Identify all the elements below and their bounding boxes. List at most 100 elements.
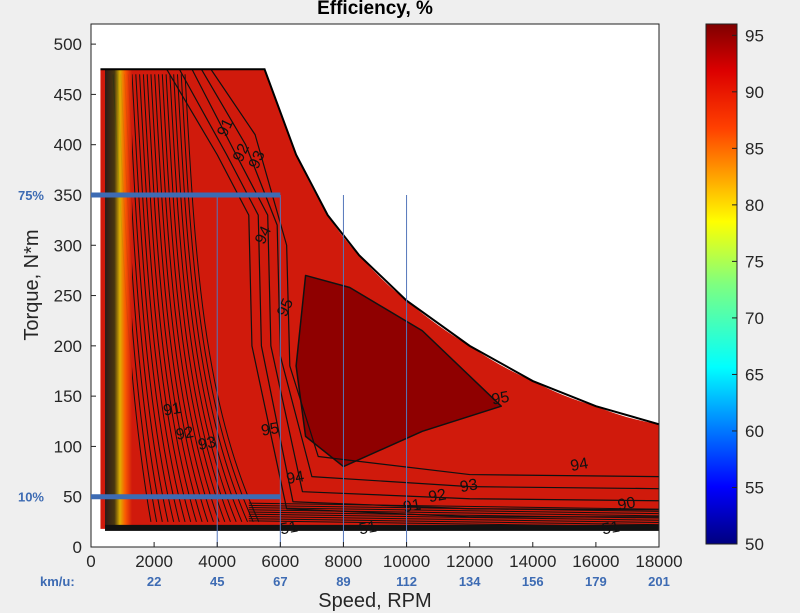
contour-label: 92 bbox=[427, 486, 448, 506]
contour-label: 94 bbox=[252, 224, 275, 247]
contour-line bbox=[150, 74, 209, 523]
contour-line bbox=[180, 74, 254, 523]
contour-label: 90 bbox=[616, 494, 637, 514]
colorbar-tick-label: 80 bbox=[745, 196, 764, 215]
x-axis-ticks: 0 2000 4000 6000 8000 10000 12000 14000 16000 180… bbox=[86, 542, 683, 571]
contour-line bbox=[139, 74, 192, 522]
kmh-value: 89 bbox=[336, 574, 350, 589]
y-tick-label: 200 bbox=[54, 337, 82, 356]
kmh-value: 67 bbox=[273, 574, 287, 589]
contour-line bbox=[173, 74, 243, 523]
contour-label: 92 bbox=[230, 141, 253, 164]
colorbar bbox=[705, 23, 738, 545]
colorbar-tick-label: 95 bbox=[745, 26, 764, 45]
colorbar-tick-label: 75 bbox=[745, 252, 764, 271]
contour-line bbox=[248, 507, 659, 515]
contour-line bbox=[161, 74, 226, 523]
y-tick-label: 250 bbox=[54, 287, 82, 306]
contour-line bbox=[138, 68, 659, 478]
plot-frame bbox=[90, 23, 660, 548]
x-axis-title: Speed, RPM bbox=[318, 590, 431, 612]
y-tick-label: 0 bbox=[73, 538, 82, 557]
x-tick-label: 8000 bbox=[325, 552, 363, 571]
low-speed-edge-band bbox=[105, 69, 133, 529]
y-tick-label: 300 bbox=[54, 236, 82, 255]
colorbar-tick-label: 85 bbox=[745, 139, 764, 158]
y-tick-label: 450 bbox=[54, 85, 82, 104]
colorbar-tick-label: 70 bbox=[745, 309, 764, 328]
low-torque-edge-band bbox=[105, 524, 659, 531]
y-tick-label: 500 bbox=[54, 35, 82, 54]
x-tick-label: 0 bbox=[86, 552, 95, 571]
x-tick-label: 12000 bbox=[446, 552, 493, 571]
contour-line bbox=[248, 504, 659, 512]
contour-line bbox=[176, 74, 248, 523]
y-tick-label: 400 bbox=[54, 136, 82, 155]
colorbar-ticks: 50 55 60 65 70 75 80 85 90 95 bbox=[732, 26, 764, 554]
contour-label: 51 bbox=[601, 519, 622, 539]
contour-label: 94 bbox=[569, 455, 590, 475]
kmh-prefix: km/u: bbox=[40, 574, 75, 589]
colorbar-tick-label: 90 bbox=[745, 83, 764, 102]
x-tick-label: 18000 bbox=[635, 552, 682, 571]
x-tick-label: 4000 bbox=[198, 552, 236, 571]
x-tick-label: 2000 bbox=[135, 552, 173, 571]
max-torque-curve bbox=[100, 68, 659, 426]
kmh-value: 134 bbox=[459, 574, 481, 589]
contour-line bbox=[248, 509, 659, 517]
x-tick-label: 6000 bbox=[261, 552, 299, 571]
contour-line bbox=[154, 74, 214, 523]
colorbar-tick-label: 55 bbox=[745, 478, 764, 497]
kmh-value: 179 bbox=[585, 574, 607, 589]
contour-line bbox=[146, 74, 203, 523]
contour-label: 91 bbox=[402, 496, 423, 516]
contour-line bbox=[114, 68, 659, 518]
contour-label: 95 bbox=[260, 420, 281, 440]
y-axis-ticks: 0 50 100 150 200 250 300 350 400 450 500 bbox=[54, 35, 96, 557]
contour-line bbox=[158, 74, 220, 523]
y-tick-label: 350 bbox=[54, 186, 82, 205]
contour-line bbox=[169, 74, 237, 523]
colorbar-tick-label: 65 bbox=[745, 365, 764, 384]
y-axis-title: Torque, N*m bbox=[21, 229, 43, 340]
speed-reference-lines bbox=[216, 194, 408, 547]
kmh-value: 201 bbox=[648, 574, 670, 589]
contour-label: 51 bbox=[358, 519, 379, 539]
torque-level-label: 10% bbox=[18, 490, 44, 505]
contour-line bbox=[125, 68, 659, 502]
contour-label: 93 bbox=[459, 476, 480, 496]
torque-level-lines: 75% 10% bbox=[18, 188, 281, 505]
contour-label: 95 bbox=[490, 389, 511, 409]
contour-line bbox=[248, 515, 659, 523]
kmh-speed-row: km/u: 22 45 67 89 112 134 156 179 201 bbox=[40, 574, 670, 589]
x-tick-label: 16000 bbox=[572, 552, 619, 571]
contour-line bbox=[119, 68, 659, 511]
contour-label: 93 bbox=[197, 434, 218, 454]
colorbar-tick-label: 50 bbox=[745, 535, 764, 554]
y-tick-label: 100 bbox=[54, 437, 82, 456]
contour-line bbox=[184, 74, 260, 523]
contour-line bbox=[248, 502, 659, 510]
y-tick-label: 150 bbox=[54, 387, 82, 406]
efficiency-field bbox=[100, 69, 659, 529]
x-tick-label: 10000 bbox=[383, 552, 430, 571]
contour-line bbox=[248, 513, 659, 521]
torque-level-label: 75% bbox=[18, 188, 44, 203]
kmh-value: 156 bbox=[522, 574, 544, 589]
kmh-value: 45 bbox=[210, 574, 224, 589]
contour-label: 92 bbox=[175, 424, 196, 444]
contour-label: 93 bbox=[246, 148, 269, 171]
x-tick-label: 14000 bbox=[509, 552, 556, 571]
contour-label: 91 bbox=[162, 400, 183, 420]
contour-label: 91 bbox=[214, 116, 237, 139]
chart-title: Efficiency, % bbox=[317, 0, 433, 19]
contour-line bbox=[142, 74, 197, 522]
contour-label: 94 bbox=[285, 468, 306, 488]
y-tick-label: 50 bbox=[63, 488, 82, 507]
peak-efficiency-region bbox=[295, 274, 502, 468]
contour-line bbox=[165, 74, 231, 523]
contour-line bbox=[248, 511, 659, 519]
colorbar-tick-label: 60 bbox=[745, 422, 764, 441]
contour-label: 51 bbox=[279, 519, 300, 539]
